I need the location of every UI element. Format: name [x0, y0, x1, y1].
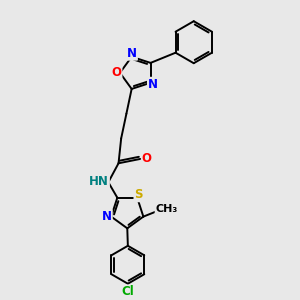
Text: O: O: [112, 66, 122, 79]
Text: S: S: [134, 188, 143, 201]
Text: Cl: Cl: [122, 285, 134, 298]
Text: HN: HN: [89, 175, 109, 188]
Text: O: O: [142, 152, 152, 165]
Text: N: N: [102, 210, 112, 223]
Text: CH₃: CH₃: [156, 204, 178, 214]
Text: N: N: [127, 47, 137, 60]
Text: N: N: [148, 78, 158, 91]
